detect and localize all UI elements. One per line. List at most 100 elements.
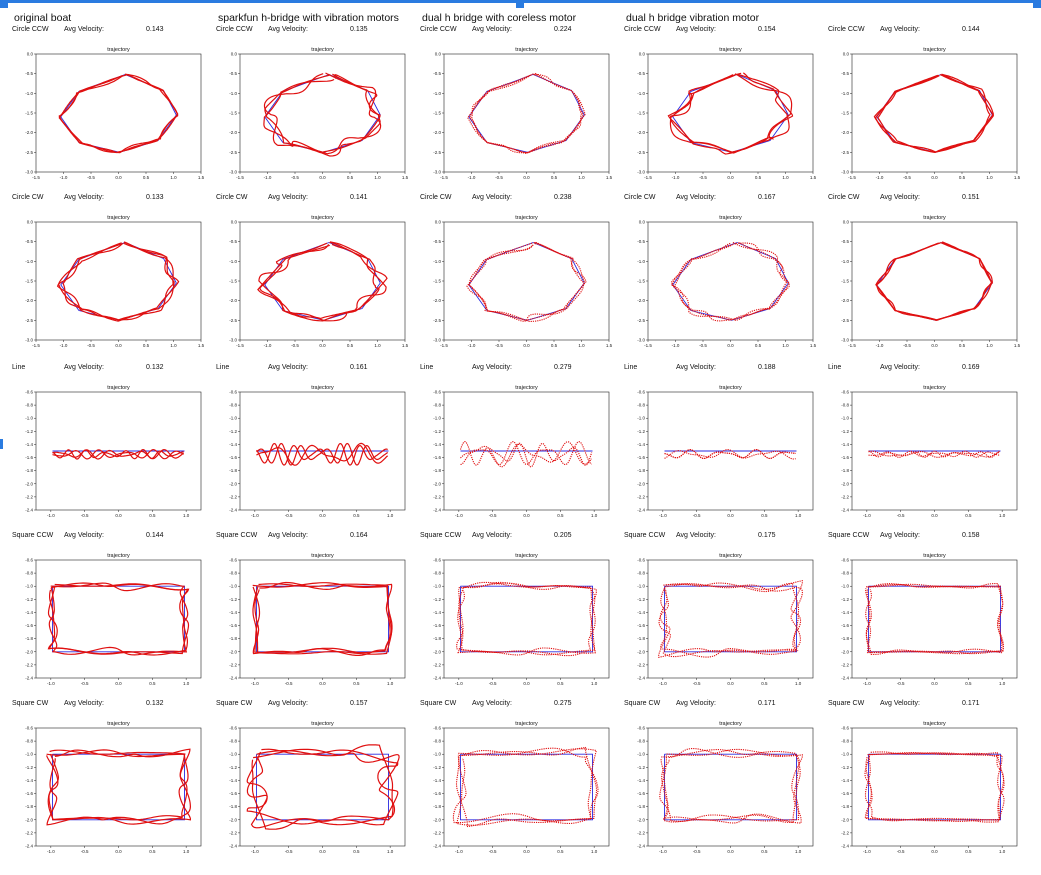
row-label: Square CCW	[420, 532, 462, 539]
y-tick-label: -1.6	[229, 791, 237, 796]
trajectory-plot: trajectory -1.0 -0.5 0.0 0.5 1.0 -0.6 -0.8 -1.0 -…	[25, 385, 202, 518]
row-label: Circle CW	[420, 194, 452, 201]
x-tick-label: 0.0	[523, 343, 530, 348]
x-tick-label: 0.0	[727, 513, 734, 518]
x-tick-label: 0.0	[931, 681, 938, 686]
row-label: Circle CCW	[828, 26, 865, 33]
x-tick-label: -1.5	[32, 343, 40, 348]
y-tick-label: -2.4	[433, 508, 441, 513]
plot-title: trajectory	[311, 721, 334, 727]
y-tick-label: -2.4	[229, 676, 237, 681]
trajectory-line	[46, 748, 191, 826]
selection-handle-side[interactable]	[0, 439, 3, 449]
y-tick-label: -0.6	[433, 726, 441, 731]
x-tick-label: 1.0	[578, 175, 585, 180]
y-tick-label: -1.6	[433, 791, 441, 796]
y-tick-label: -0.5	[841, 239, 849, 244]
x-tick-label: 1.0	[170, 175, 177, 180]
y-tick-label: -1.4	[637, 610, 645, 615]
x-tick-label: 0.0	[319, 681, 326, 686]
x-tick-label: 1.0	[795, 849, 802, 854]
x-tick-label: 0.0	[115, 175, 122, 180]
trajectory-line	[466, 241, 587, 322]
plot-title: trajectory	[923, 721, 946, 727]
trajectory-line	[246, 748, 399, 826]
trajectory-line	[864, 752, 1005, 821]
velocity-value: 0.224	[554, 26, 572, 33]
y-tick-label: -3.0	[433, 170, 441, 175]
trajectory-plot: trajectory -1.0 -0.5 0.0 0.5 1.0 -0.6 -0.8 -1.0 -…	[841, 553, 1018, 686]
y-tick-label: -2.4	[25, 508, 33, 513]
y-tick-label: -0.6	[25, 390, 33, 395]
x-tick-label: -1.0	[47, 513, 55, 518]
x-tick-label: 0.0	[319, 849, 326, 854]
plot-title: trajectory	[923, 47, 946, 53]
x-tick-label: 0.5	[347, 343, 354, 348]
x-tick-label: 0.5	[761, 513, 768, 518]
trajectory-plot: trajectory -1.0 -0.5 0.0 0.5 1.0 -0.6 -0.8 -1.0 -…	[637, 385, 814, 518]
row-label: Square CW	[624, 700, 661, 707]
y-tick-label: -1.2	[841, 597, 849, 602]
y-tick-label: -2.4	[637, 676, 645, 681]
selection-handle-right[interactable]	[1033, 0, 1041, 8]
selection-handle-center[interactable]	[516, 0, 524, 8]
selection-handle-left[interactable]	[0, 0, 8, 8]
y-tick-label: -2.0	[637, 130, 645, 135]
y-tick-label: -1.4	[433, 610, 441, 615]
y-tick-label: -2.2	[841, 830, 849, 835]
velocity-value: 0.143	[146, 26, 164, 33]
x-tick-label: -1.0	[60, 175, 68, 180]
y-tick-label: -1.4	[637, 778, 645, 783]
x-tick-label: -1.0	[876, 175, 884, 180]
row-label: Circle CW	[216, 194, 248, 201]
y-tick-label: 0.0	[435, 52, 442, 57]
x-tick-label: 0.5	[959, 343, 966, 348]
row-label: Square CCW	[216, 532, 258, 539]
y-tick-label: -1.2	[433, 429, 441, 434]
y-tick-label: -1.0	[25, 259, 33, 264]
trajectory-line	[263, 72, 382, 155]
x-tick-label: -0.5	[285, 513, 293, 518]
y-tick-label: -2.0	[841, 481, 849, 486]
y-tick-label: -0.5	[25, 239, 33, 244]
y-tick-label: -2.0	[841, 649, 849, 654]
y-tick-label: -2.0	[637, 817, 645, 822]
x-tick-label: -1.5	[32, 175, 40, 180]
velocity-label: Avg Velocity:	[676, 700, 716, 707]
y-tick-label: -2.2	[25, 494, 33, 499]
y-tick-label: -2.0	[433, 298, 441, 303]
x-tick-label: 0.0	[931, 343, 938, 348]
y-tick-label: -0.8	[25, 739, 33, 744]
trajectory-line	[865, 582, 1004, 656]
y-tick-label: -2.5	[433, 150, 441, 155]
x-tick-label: -1.0	[863, 849, 871, 854]
velocity-label: Avg Velocity:	[880, 532, 920, 539]
x-tick-label: 0.5	[149, 681, 156, 686]
plot-frame	[443, 559, 610, 679]
x-tick-label: 0.5	[353, 681, 360, 686]
velocity-label: Avg Velocity:	[64, 364, 104, 371]
y-tick-label: -1.0	[637, 259, 645, 264]
x-tick-label: -0.5	[489, 513, 497, 518]
x-tick-label: 0.5	[353, 513, 360, 518]
trajectory-plot: trajectory -1.5 -1.0 -0.5 0.0 0.5 1.0 1.5 0.0 -0.…	[229, 47, 408, 180]
x-tick-label: 0.5	[959, 175, 966, 180]
y-tick-label: -1.8	[637, 804, 645, 809]
y-tick-label: -2.0	[637, 481, 645, 486]
y-tick-label: -1.2	[25, 765, 33, 770]
trajectory-plot: trajectory -1.0 -0.5 0.0 0.5 1.0 -0.6 -0.8 -1.0 -…	[25, 553, 202, 686]
y-tick-label: -1.6	[229, 455, 237, 460]
velocity-label: Avg Velocity:	[676, 194, 716, 201]
x-tick-label: -0.5	[291, 175, 299, 180]
y-tick-label: -1.2	[433, 597, 441, 602]
x-tick-label: 0.5	[965, 849, 972, 854]
y-tick-label: -1.6	[229, 623, 237, 628]
y-tick-label: -2.0	[229, 649, 237, 654]
trajectory-line	[868, 450, 1000, 458]
trajectory-line	[864, 752, 1005, 822]
trajectory-line	[46, 749, 191, 825]
trajectory-line	[252, 581, 393, 657]
y-tick-label: -1.4	[25, 778, 33, 783]
row-label: Line	[420, 364, 434, 371]
trajectory-line	[659, 748, 803, 822]
